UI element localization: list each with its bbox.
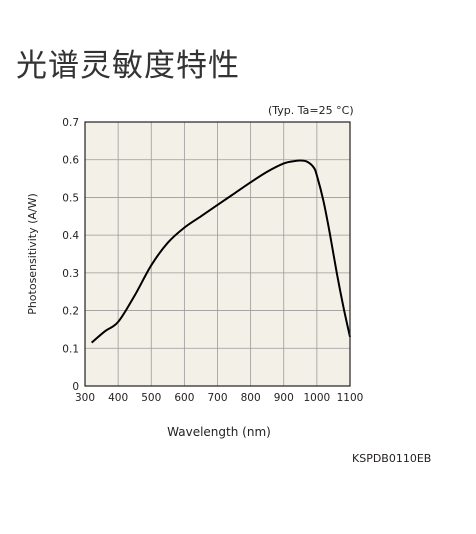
x-tick-label: 500	[141, 392, 161, 404]
measurement-condition-note: (Typ. Ta=25 °C)	[268, 104, 354, 117]
y-tick-label: 0.7	[62, 117, 79, 129]
y-tick-label: 0.4	[62, 230, 79, 242]
y-tick-label: 0.2	[62, 306, 79, 318]
y-axis-label: Photosensitivity (A/W)	[26, 193, 39, 315]
series-line	[90, 159, 351, 344]
y-tick-label: 0.6	[62, 155, 79, 167]
x-tick-label: 300	[75, 392, 95, 404]
x-tick-label: 600	[174, 392, 194, 404]
x-tick-label: 400	[108, 392, 128, 404]
page-title: 光谱灵敏度特性	[16, 48, 240, 84]
tick-labels: 300 400 500 600 700 800 900 1000 1100 0 0.1 0.2 0.3 0…	[62, 117, 363, 404]
x-axis-label: Wavelength (nm)	[167, 425, 271, 439]
plot-frame	[84, 121, 351, 387]
x-tick-label: 700	[207, 392, 227, 404]
y-tick-label: 0.5	[62, 192, 79, 204]
x-tick-label: 1000	[304, 392, 331, 404]
y-tick-label: 0.1	[62, 343, 79, 355]
x-tick-label: 900	[274, 392, 294, 404]
x-tick-label: 1100	[337, 392, 364, 404]
y-tick-label: 0	[72, 381, 79, 393]
x-tick-label: 800	[241, 392, 261, 404]
y-tick-label: 0.3	[62, 268, 79, 280]
figure-code: KSPDB0110EB	[352, 452, 432, 465]
